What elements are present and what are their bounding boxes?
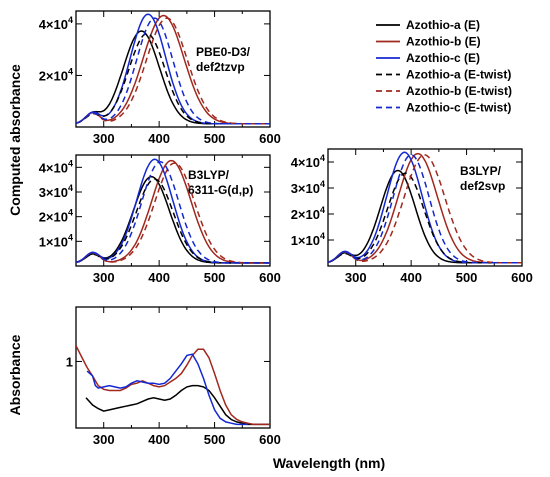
x-tick-label: 500 — [204, 131, 226, 146]
x-tick-label: 400 — [148, 432, 170, 447]
x-tick-label: 400 — [400, 270, 422, 285]
x-tick-label: 400 — [148, 270, 170, 285]
series-line-azothio-b-e-twist — [76, 162, 270, 264]
panel-pbe0: 300 400 500 600 2×104 4×104 PBE0-D3/def2tzvp — [39, 10, 281, 146]
series-line-azothio-b-e-twist — [328, 154, 522, 264]
y-tick-label: 1×104 — [39, 232, 73, 249]
panel-label: B3LYP/6311-G(d,p) — [188, 168, 253, 197]
y-tick-label: 2×104 — [291, 205, 325, 222]
panel-label: B3LYP/def2svp — [460, 164, 505, 193]
series-line-azothio-c-e-twist — [76, 17, 270, 125]
y-tick-label: 4×104 — [291, 153, 325, 170]
legend-label: Azothio-c (E-twist) — [406, 101, 511, 115]
y-tick-label: 1×104 — [291, 231, 325, 248]
x-tick-label: 400 — [148, 131, 170, 146]
y-tick-label: 3×104 — [39, 183, 73, 200]
y-tick-label: 2×104 — [39, 208, 73, 225]
panel-b3lypsvp: 300 400 500 600 1×104 2×104 3×104 4×104 B3LYP/de… — [291, 148, 533, 285]
series-line-azothio-c-e — [76, 158, 270, 264]
legend-item: Azothio-b (E-twist) — [376, 84, 512, 98]
legend-label: Azothio-b (E-twist) — [406, 84, 512, 98]
series-line-azothio-c-e-twist — [76, 161, 270, 264]
panel-experimental: 300 400 500 600 1 — [66, 306, 281, 447]
x-tick-label: 500 — [456, 270, 478, 285]
legend-item: Azothio-b (E) — [376, 35, 481, 49]
legend-item: Azothio-a (E) — [376, 18, 480, 32]
y-tick-label: 2×104 — [39, 66, 73, 83]
x-tick-label: 300 — [93, 432, 115, 447]
y-tick-label: 4×104 — [39, 15, 73, 32]
plot-frame — [75, 154, 271, 267]
plot-frame — [75, 10, 271, 128]
x-tick-label: 600 — [259, 131, 281, 146]
panel-b3lyp6311: 300 400 500 600 1×104 2×104 3×104 4×104 B3LYP/63… — [39, 154, 281, 285]
series-line-azothio-b-e — [76, 159, 270, 264]
panel-label: PBE0-D3/def2tzvp — [196, 45, 251, 74]
xlabel-wavelength: Wavelength (nm) — [273, 455, 385, 471]
plot-frame — [75, 306, 271, 429]
series-line-azothio-c-e-twist — [328, 154, 522, 264]
legend: Azothio-a (E) Azothio-b (E) Azothio-c (E) A… — [376, 18, 512, 115]
series-line-azothio-b — [76, 345, 270, 426]
legend-label: Azothio-c (E) — [406, 51, 480, 65]
plot-frame — [327, 148, 523, 267]
x-tick-label: 600 — [259, 270, 281, 285]
series-line-azothio-c — [86, 353, 248, 426]
x-tick-label: 500 — [204, 432, 226, 447]
legend-item: Azothio-c (E-twist) — [376, 101, 511, 115]
legend-label: Azothio-a (E) — [406, 18, 480, 32]
y-tick-label: 3×104 — [291, 179, 325, 196]
x-tick-label: 600 — [511, 270, 533, 285]
series-line-azothio-a — [85, 384, 270, 426]
x-tick-label: 300 — [93, 131, 115, 146]
x-tick-label: 300 — [345, 270, 367, 285]
legend-label: Azothio-a (E-twist) — [406, 68, 511, 82]
x-tick-label: 600 — [259, 432, 281, 447]
ylabel-computed: Computed absorbance — [7, 64, 23, 216]
y-tick-label: 1 — [66, 354, 73, 369]
ylabel-absorbance: Absorbance — [7, 334, 23, 415]
x-tick-label: 500 — [204, 270, 226, 285]
y-tick-label: 4×104 — [39, 158, 73, 175]
legend-item: Azothio-a (E-twist) — [376, 68, 511, 82]
panels: 300 400 500 6002×1044×104PBE0-D3/def2tzvp30… — [39, 10, 533, 447]
x-tick-label: 300 — [93, 270, 115, 285]
legend-label: Azothio-b (E) — [406, 35, 481, 49]
legend-item: Azothio-c (E) — [376, 51, 480, 65]
